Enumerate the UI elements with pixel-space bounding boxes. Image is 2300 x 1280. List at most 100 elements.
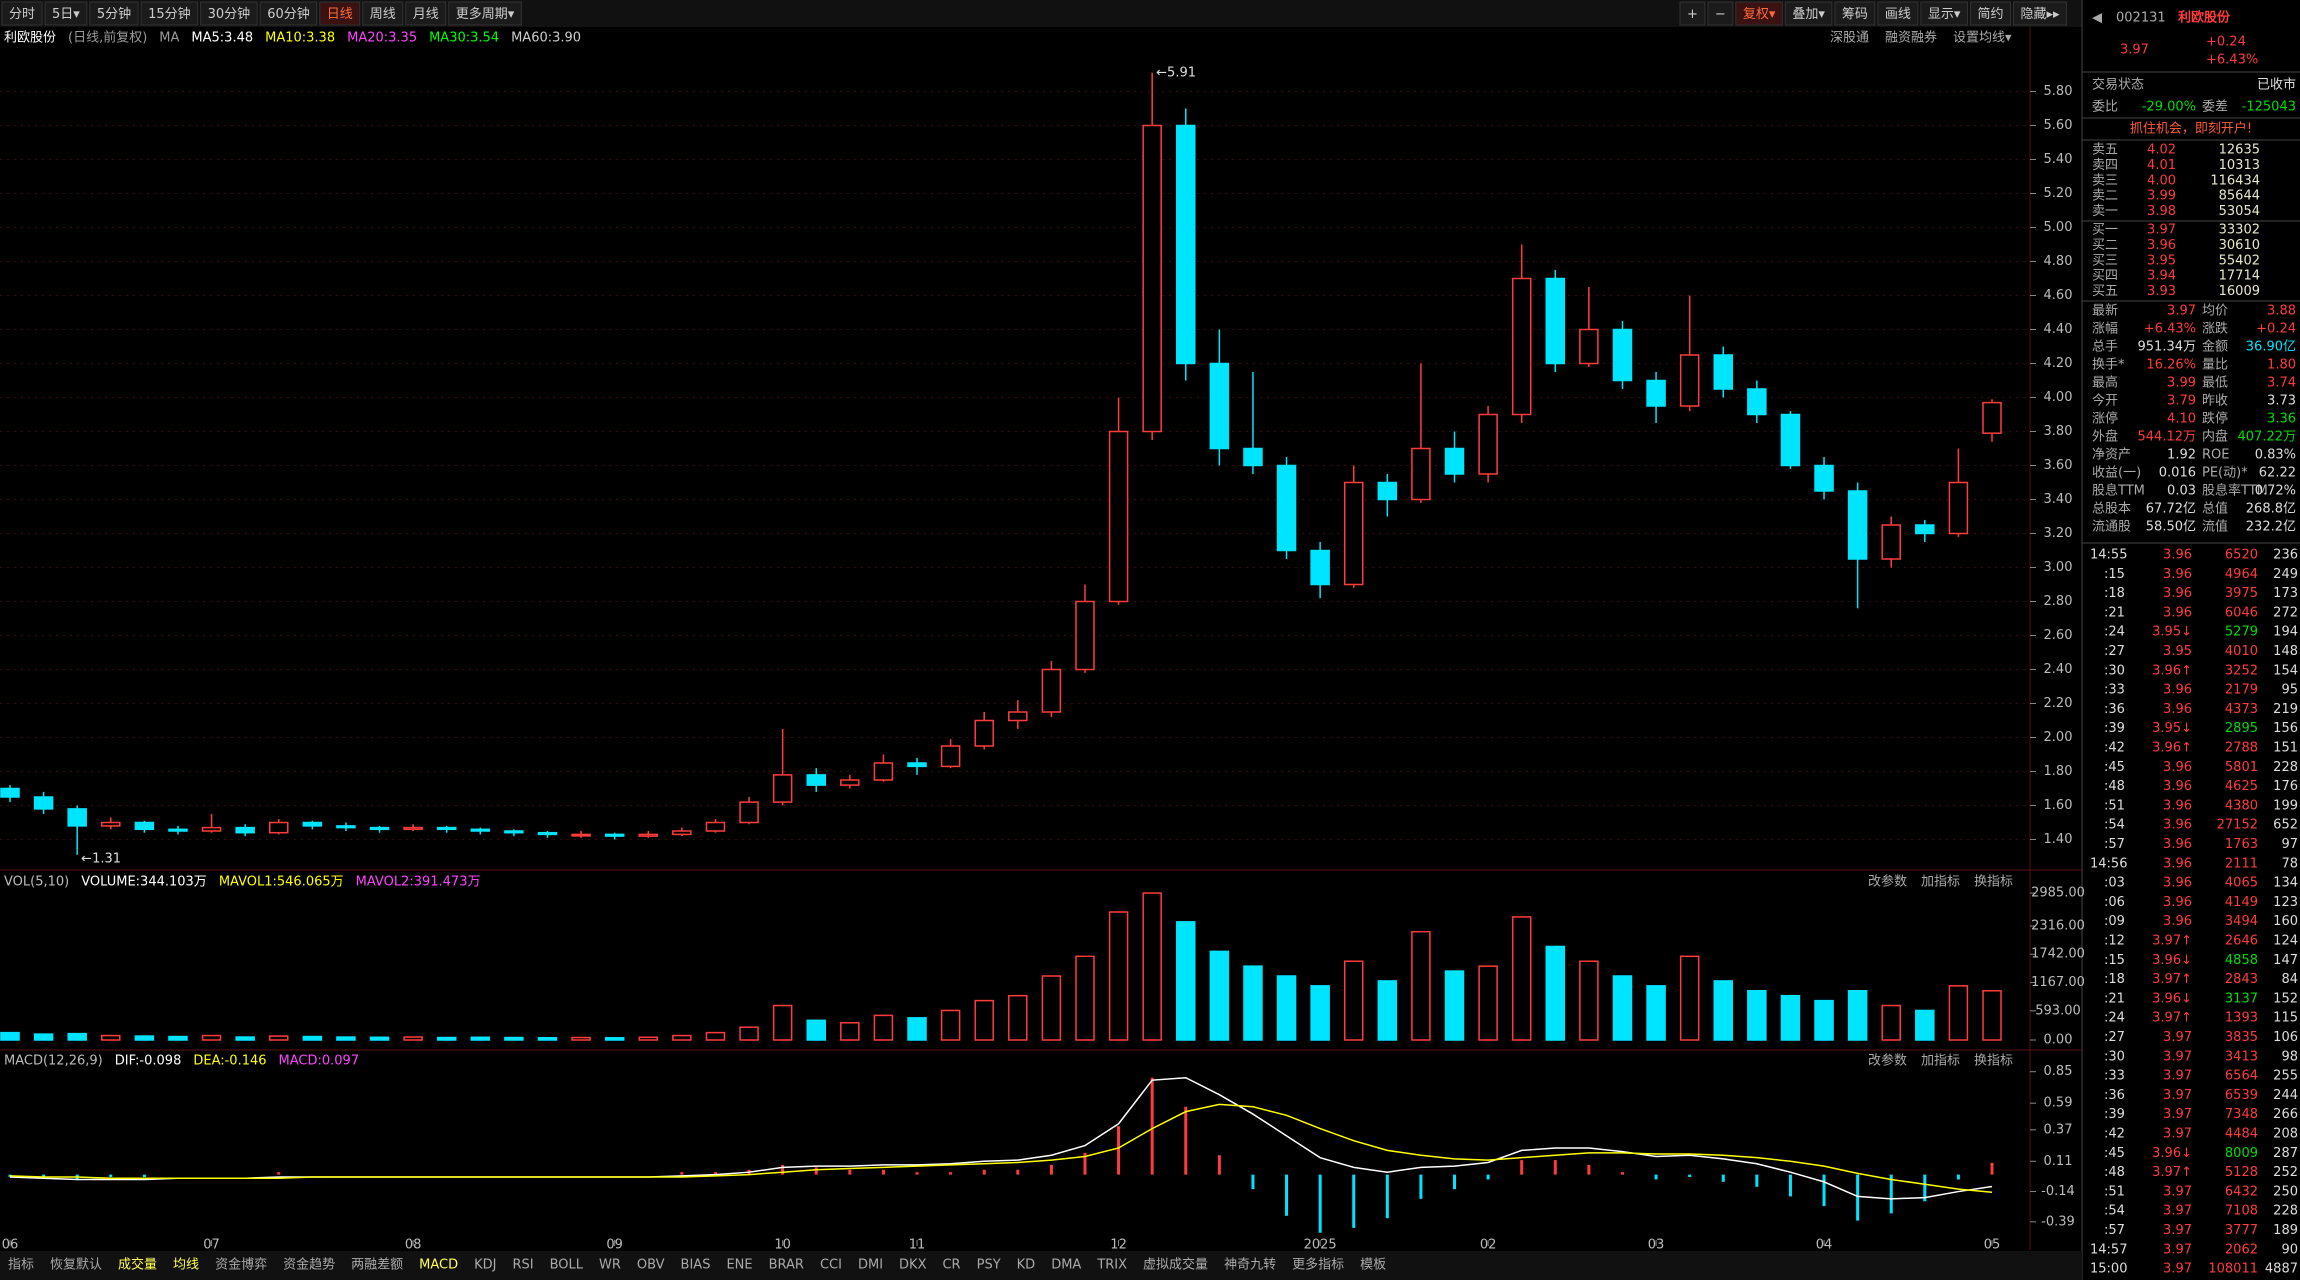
tool-button[interactable]: −: [1715, 7, 1726, 22]
panel-action[interactable]: 改参数: [1868, 1053, 1907, 1069]
tick-count: 266: [2273, 1107, 2298, 1122]
indicator-tab[interactable]: CCI: [820, 1258, 842, 1273]
chart-link[interactable]: 设置均线▾: [1953, 31, 2012, 46]
volume-bar: [940, 1009, 961, 1041]
period-tab[interactable]: 更多周期▾: [456, 6, 515, 22]
period-tab[interactable]: 周线: [370, 7, 396, 22]
tool-button-bg[interactable]: [1969, 1, 2011, 26]
candle-body: [1713, 354, 1734, 390]
period-tab[interactable]: 分时: [9, 7, 35, 22]
indicator-tab[interactable]: 神奇九转: [1224, 1257, 1276, 1273]
indicator-tab[interactable]: KDJ: [474, 1258, 496, 1273]
tool-button[interactable]: 画线: [1885, 7, 1911, 22]
tool-button-bg[interactable]: [1784, 1, 1833, 26]
period-tab-bg[interactable]: [89, 1, 139, 26]
indicator-tab[interactable]: 均线: [173, 1258, 199, 1273]
period-tab-bg[interactable]: [200, 1, 258, 26]
panel-action[interactable]: 改参数: [1868, 874, 1907, 890]
indicator-tab[interactable]: DMI: [858, 1258, 883, 1273]
indicator-tab[interactable]: BRAR: [769, 1258, 804, 1273]
indicator-tab[interactable]: 指标: [8, 1258, 34, 1273]
candle-body: [1411, 447, 1431, 501]
period-tab-bg[interactable]: [319, 1, 361, 26]
indicator-tab[interactable]: OBV: [637, 1258, 665, 1273]
tool-button-bg[interactable]: [1834, 1, 1876, 26]
tool-button-bg[interactable]: [1707, 1, 1734, 26]
tool-button[interactable]: 显示▾: [1928, 7, 1961, 22]
indicator-tab[interactable]: BOLL: [550, 1258, 584, 1273]
indicator-tab[interactable]: TRIX: [1096, 1258, 1127, 1273]
indicator-tab[interactable]: KD: [1017, 1258, 1036, 1273]
candle-body: [907, 762, 927, 768]
tool-button[interactable]: 叠加▾: [1792, 7, 1825, 22]
tool-button[interactable]: 复权▾: [1743, 6, 1776, 22]
indicator-tab[interactable]: 模板: [1360, 1258, 1386, 1273]
period-tab-bg[interactable]: [259, 1, 318, 26]
tick-volume: 3777: [2225, 1223, 2258, 1238]
tick-time: :30: [2104, 663, 2125, 678]
indicator-tab[interactable]: 资金博弈: [215, 1257, 267, 1273]
tick-volume: 6539: [2225, 1088, 2258, 1103]
promo-link[interactable]: 抓住机会，即刻开户!: [2130, 121, 2252, 137]
period-tab-bg[interactable]: [44, 1, 88, 26]
tool-button[interactable]: +: [1687, 7, 1698, 22]
stat-label: 外盘: [2092, 429, 2118, 445]
period-tab[interactable]: 30分钟: [208, 6, 251, 22]
tick-time: :06: [2104, 895, 2125, 910]
candle-body: [1982, 401, 2002, 434]
tick-price: 3.96↓: [2152, 953, 2192, 968]
period-tab-bg[interactable]: [362, 1, 404, 26]
indicator-tab[interactable]: DKX: [899, 1258, 927, 1273]
indicator-tab[interactable]: RSI: [512, 1258, 533, 1273]
tool-button-bg[interactable]: [1735, 1, 1783, 26]
period-tab[interactable]: 60分钟: [267, 6, 310, 22]
chart-link[interactable]: 融资融券: [1885, 30, 1937, 46]
x-tick-label: 09: [606, 1238, 623, 1253]
period-tab-bg[interactable]: [140, 1, 199, 26]
book-label: 买二: [2092, 238, 2118, 253]
tool-button-bg[interactable]: [1679, 1, 1706, 26]
panel-action[interactable]: 换指标: [1974, 1054, 2013, 1069]
tick-volume: 1393: [2225, 1011, 2258, 1026]
indicator-tab[interactable]: 两融差额: [351, 1258, 403, 1273]
indicator-tab[interactable]: 更多指标: [1292, 1257, 1344, 1273]
indicator-tab[interactable]: CR: [942, 1258, 960, 1273]
indicator-tab[interactable]: ENE: [726, 1258, 752, 1273]
indicator-tab[interactable]: 资金趋势: [283, 1257, 335, 1273]
tool-button-bg[interactable]: [2012, 1, 2068, 26]
chart-link[interactable]: 深股通: [1830, 31, 1869, 46]
back-arrow[interactable]: ◀: [2092, 11, 2102, 26]
period-tab-bg[interactable]: [1, 1, 43, 26]
indicator-tab[interactable]: 成交量: [118, 1257, 157, 1273]
tool-button[interactable]: 隐藏▸▸: [2020, 7, 2060, 22]
tool-button[interactable]: 筹码: [1842, 6, 1868, 22]
book-price: 3.94: [2147, 269, 2176, 284]
period-tab[interactable]: 日线: [327, 7, 353, 22]
indicator-tab[interactable]: WR: [599, 1258, 621, 1273]
indicator-tab[interactable]: DMA: [1051, 1258, 1081, 1273]
period-tab[interactable]: 月线: [413, 7, 439, 22]
indicator-tab[interactable]: 恢复默认: [50, 1257, 102, 1273]
tool-button-bg[interactable]: [1877, 1, 1919, 26]
stat-value: 0.016: [2159, 466, 2196, 481]
indicator-tab[interactable]: BIAS: [681, 1258, 711, 1273]
indicator-tab[interactable]: MACD: [419, 1258, 458, 1273]
panel-action[interactable]: 换指标: [1974, 875, 2013, 890]
panel-action[interactable]: 加指标: [1921, 1054, 1960, 1069]
tick-count: 652: [2273, 818, 2298, 833]
period-tab-bg[interactable]: [448, 1, 522, 26]
period-tab[interactable]: 5日▾: [52, 7, 80, 22]
period-tab[interactable]: 15分钟: [148, 6, 191, 22]
tick-time: :21: [2104, 605, 2125, 620]
period-tab-bg[interactable]: [405, 1, 447, 26]
tool-button[interactable]: 简约: [1977, 6, 2003, 22]
tick-price: 3.97: [2163, 1030, 2192, 1045]
tick-time: :15: [2104, 953, 2125, 968]
period-tab[interactable]: 5分钟: [97, 6, 131, 22]
indicator-tab[interactable]: PSY: [977, 1258, 1001, 1273]
tick-volume: 4065: [2225, 876, 2258, 891]
tool-button-bg[interactable]: [1920, 1, 1968, 26]
indicator-tab[interactable]: 虚拟成交量: [1143, 1257, 1208, 1273]
tick-count: 255: [2273, 1069, 2298, 1084]
panel-action[interactable]: 加指标: [1921, 875, 1960, 890]
